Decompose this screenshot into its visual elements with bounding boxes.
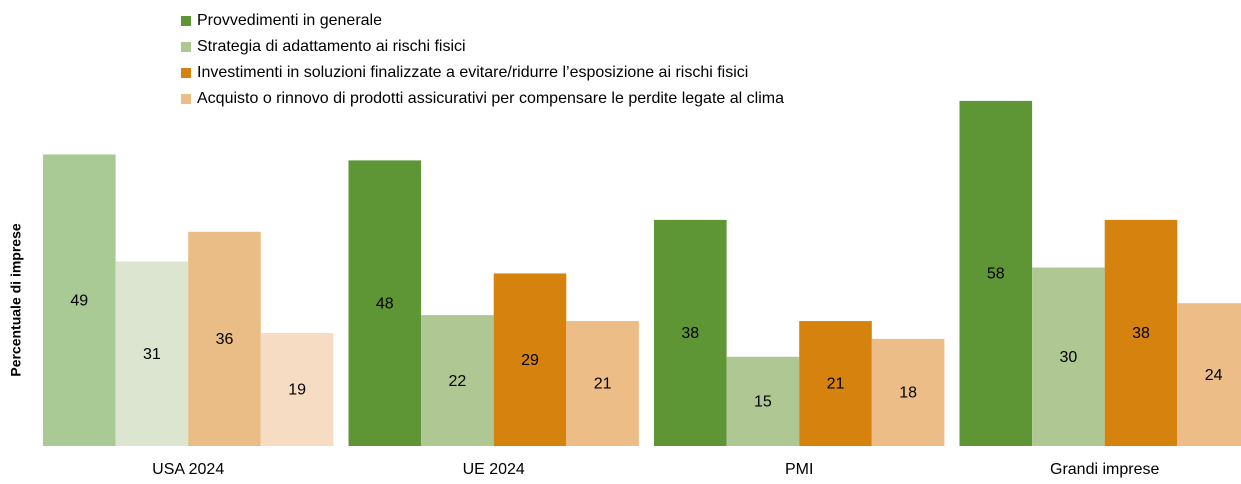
bar <box>348 160 422 446</box>
bar <box>1032 267 1105 446</box>
bar <box>959 100 1033 447</box>
x-tick-label: USA 2024 <box>152 461 224 478</box>
bar <box>566 321 639 446</box>
bar <box>188 231 261 446</box>
legend-label: Investimenti in soluzioni finalizzate a … <box>197 64 748 81</box>
value-label: 22 <box>449 373 467 390</box>
value-label: 36 <box>216 331 234 348</box>
x-tick-label: UE 2024 <box>463 461 525 478</box>
bar <box>799 321 872 446</box>
bar <box>421 315 494 446</box>
value-label: 30 <box>1060 349 1078 366</box>
value-label: 31 <box>143 346 161 363</box>
value-label: 58 <box>987 266 1005 283</box>
bar <box>871 338 945 446</box>
x-tick-label: Grandi imprese <box>1050 461 1159 478</box>
value-label: 24 <box>1205 367 1223 384</box>
legend-swatch <box>181 42 191 52</box>
value-label: 18 <box>899 385 917 402</box>
bar <box>115 261 189 446</box>
legend-swatch <box>181 68 191 78</box>
bar <box>43 154 116 446</box>
bar <box>654 219 727 446</box>
bar <box>260 332 334 446</box>
legend-label: Provvedimenti in generale <box>197 12 382 29</box>
y-axis-label: Percentuale di imprese <box>8 223 24 377</box>
value-label: 19 <box>288 382 306 399</box>
value-label: 15 <box>754 394 772 411</box>
bar <box>726 356 800 446</box>
legend-label: Strategia di adattamento ai rischi fisic… <box>197 38 466 55</box>
legend-swatch <box>181 16 191 26</box>
bar <box>1104 219 1178 446</box>
bar <box>1177 303 1241 446</box>
value-label: 38 <box>1132 325 1150 342</box>
value-label: 21 <box>594 376 612 393</box>
legend-label: Acquisto o rinnovo di prodotti assicurat… <box>197 90 784 107</box>
x-tick-label: PMI <box>785 461 813 478</box>
legend-swatch <box>181 94 191 104</box>
value-label: 49 <box>70 292 88 309</box>
value-label: 21 <box>827 376 845 393</box>
bar <box>493 273 567 446</box>
value-label: 38 <box>681 325 699 342</box>
value-label: 48 <box>376 295 394 312</box>
value-label: 29 <box>521 352 539 369</box>
